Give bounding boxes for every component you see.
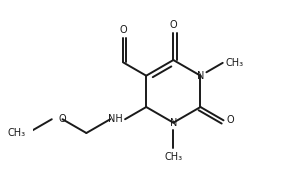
Text: N: N <box>170 118 177 128</box>
Text: CH₃: CH₃ <box>164 152 182 162</box>
Text: O: O <box>170 20 177 30</box>
Text: NH: NH <box>108 114 123 124</box>
Text: CH₃: CH₃ <box>7 128 25 138</box>
Text: CH₃: CH₃ <box>225 58 243 68</box>
Text: O: O <box>119 25 127 35</box>
Text: N: N <box>197 71 204 81</box>
Text: O: O <box>59 114 66 124</box>
Text: O: O <box>227 115 234 125</box>
